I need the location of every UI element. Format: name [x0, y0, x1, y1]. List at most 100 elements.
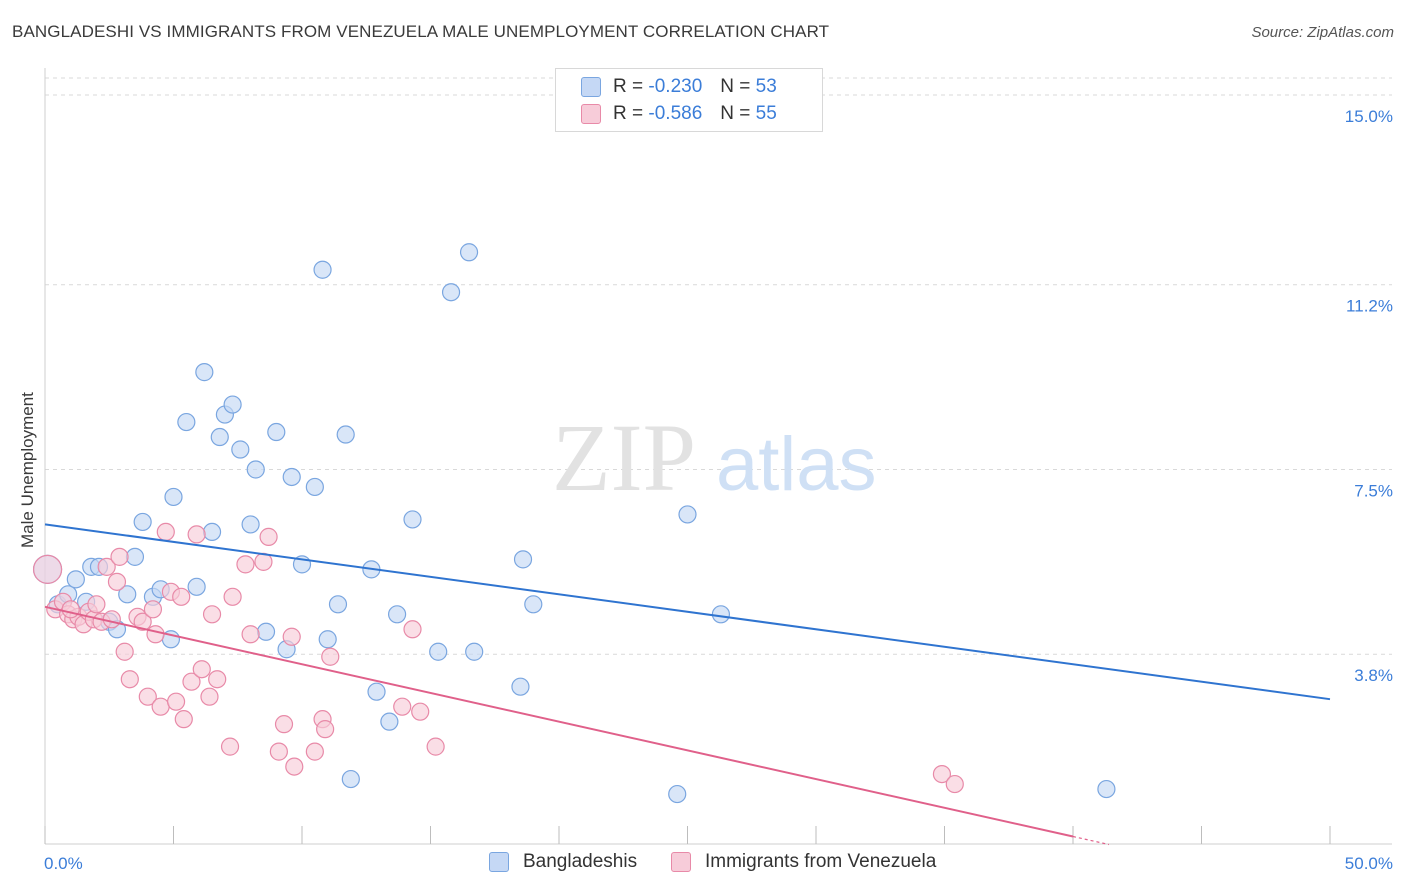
chart-title: BANGLADESHI VS IMMIGRANTS FROM VENEZUELA…	[12, 22, 830, 41]
n-value: 53	[755, 76, 777, 97]
y-tick-label: 11.2%	[1346, 297, 1393, 316]
y-tick-label: 7.5%	[1354, 481, 1393, 500]
data-point	[236, 555, 255, 574]
data-point	[282, 627, 301, 646]
data-point	[668, 784, 687, 804]
data-point	[1097, 779, 1116, 799]
data-point	[192, 660, 211, 679]
trend-lines	[44, 523, 1331, 846]
data-point	[341, 769, 360, 789]
data-point	[143, 600, 163, 619]
data-point	[403, 620, 422, 639]
n-value: 55	[755, 103, 777, 124]
data-point	[120, 670, 139, 689]
data-point	[208, 670, 227, 689]
data-point	[125, 547, 145, 566]
data-point	[256, 622, 276, 641]
trend-line-extension	[1072, 835, 1110, 846]
data-point	[146, 625, 165, 644]
x-tick-label: 50.0%	[1345, 854, 1393, 873]
data-point	[282, 467, 301, 487]
data-point	[200, 687, 219, 706]
trend-line-venezuela	[44, 605, 1074, 838]
data-point	[172, 587, 191, 606]
data-point	[231, 440, 250, 459]
data-point	[133, 612, 152, 631]
data-point	[336, 425, 355, 444]
data-point	[274, 715, 294, 734]
data-point	[441, 283, 461, 302]
legend-label: Immigrants from Venezuela	[705, 851, 937, 872]
data-point	[465, 642, 484, 661]
trend-line-bangladeshis	[44, 523, 1331, 701]
data-point	[367, 682, 386, 701]
data-point	[187, 525, 206, 544]
data-point	[118, 585, 137, 604]
data-point	[61, 600, 80, 619]
data-point	[66, 570, 85, 589]
correlation-legend: R = -0.230 N = 53 R = -0.586 N = 55	[555, 68, 823, 132]
y-axis-label: Male Unemployment	[18, 392, 37, 548]
legend-item-venezuela: Immigrants from Venezuela	[671, 851, 936, 873]
legend-item-bangladeshis: Bangladeshis	[489, 851, 637, 873]
data-point	[305, 742, 324, 761]
data-point	[711, 605, 731, 624]
data-point	[210, 427, 229, 447]
data-point	[321, 647, 340, 666]
data-point	[174, 710, 193, 729]
data-point	[223, 587, 242, 606]
blue-swatch	[489, 852, 509, 872]
data-point	[220, 737, 240, 756]
data-point	[195, 363, 214, 382]
data-point	[524, 595, 543, 614]
data-point	[166, 692, 186, 711]
watermark: ZIP atlas	[552, 404, 877, 511]
data-point	[241, 515, 260, 534]
series-bangladeshis	[32, 243, 1116, 804]
data-point	[177, 412, 196, 432]
data-point	[269, 742, 288, 761]
data-point	[313, 260, 332, 279]
data-point	[932, 764, 952, 784]
r-label: R =	[613, 76, 644, 97]
n-label: N =	[720, 76, 751, 97]
y-tick-label: 15.0%	[1345, 107, 1393, 126]
data-point	[138, 687, 157, 706]
data-point	[393, 697, 412, 716]
watermark-atlas: atlas	[716, 422, 877, 507]
data-point	[32, 554, 63, 584]
data-point	[305, 477, 324, 497]
data-point	[511, 677, 530, 696]
data-point	[110, 547, 129, 566]
watermark-zip: ZIP	[552, 404, 696, 511]
data-point	[133, 512, 152, 532]
data-point	[678, 505, 697, 524]
pink-swatch	[581, 104, 601, 124]
data-point	[223, 395, 242, 414]
data-point	[102, 610, 121, 629]
data-point	[267, 422, 286, 442]
legend-row-venezuela: R = -0.586 N = 55	[581, 102, 777, 126]
data-point	[97, 557, 116, 576]
r-value: -0.586	[648, 103, 703, 124]
data-point	[115, 642, 134, 661]
source-label: Source: ZipAtlas.com	[1251, 24, 1394, 41]
n-label: N =	[720, 103, 751, 124]
data-point	[426, 737, 445, 756]
data-point	[316, 720, 335, 739]
r-label: R =	[613, 103, 644, 124]
data-point	[241, 625, 260, 644]
data-point	[328, 595, 348, 614]
data-point	[380, 712, 399, 731]
data-point	[513, 550, 533, 569]
legend-label: Bangladeshis	[523, 851, 638, 872]
axes	[44, 68, 1392, 845]
data-point	[202, 522, 222, 542]
data-point	[87, 595, 106, 614]
legend-row-bangladeshis: R = -0.230 N = 53	[581, 75, 777, 99]
blue-swatch	[581, 77, 601, 97]
tick-labels: 3.8% 7.5% 11.2% 15.0% 0.0% 50.0%	[44, 107, 1393, 873]
data-point	[202, 605, 222, 624]
pink-swatch	[671, 852, 691, 872]
data-point	[403, 510, 422, 529]
